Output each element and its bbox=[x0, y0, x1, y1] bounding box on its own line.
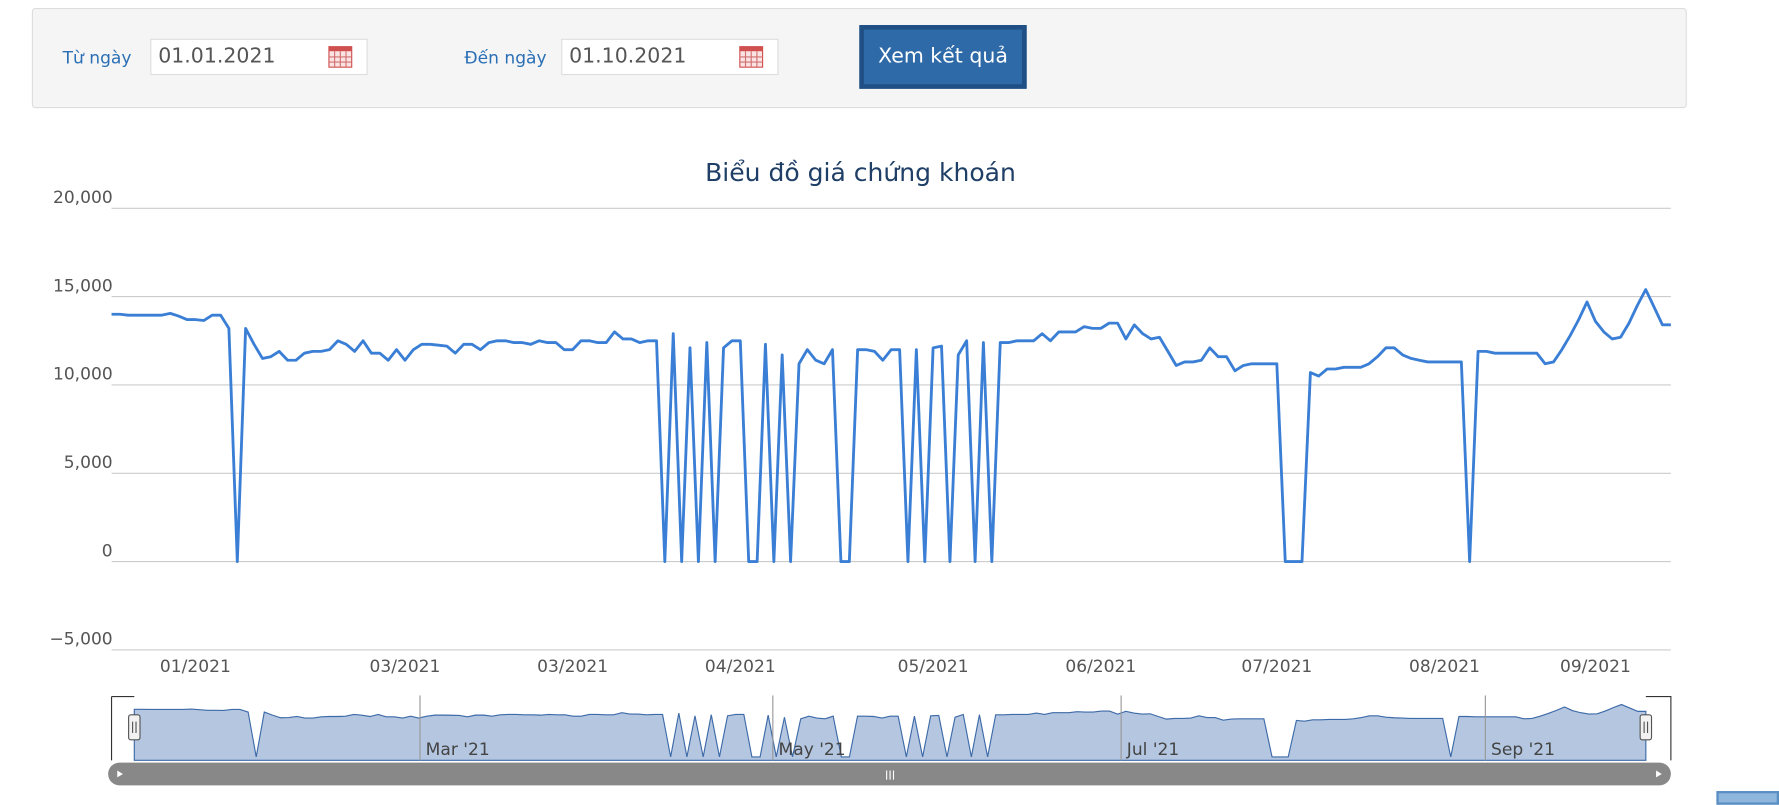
submit-button[interactable]: Xem kết quả bbox=[859, 25, 1027, 89]
calendar-icon[interactable] bbox=[328, 46, 353, 69]
x-tick-label: 06/2021 bbox=[1065, 657, 1136, 677]
navigator-label: Mar '21 bbox=[426, 740, 490, 760]
from-label: Từ ngày bbox=[62, 47, 132, 69]
chart-title: Biểu đồ giá chứng khoán bbox=[705, 158, 1016, 187]
from-value: 01.01.2021 bbox=[158, 44, 276, 69]
navigator-handle[interactable] bbox=[1639, 714, 1653, 741]
handle-grip bbox=[132, 721, 137, 734]
x-tick-label: 08/2021 bbox=[1409, 657, 1480, 677]
x-tick-label: 03/2021 bbox=[537, 657, 608, 677]
corner-button[interactable] bbox=[1716, 791, 1779, 805]
to-input[interactable]: 01.10.2021 bbox=[561, 38, 779, 76]
date-form: Từ ngày 01.01.2021 Đến ngày 01.10.2021 X… bbox=[31, 7, 1687, 109]
navigator-label: May '21 bbox=[779, 740, 846, 760]
navigator-label: Sep '21 bbox=[1491, 740, 1555, 760]
y-tick-label: 20,000 bbox=[53, 188, 113, 208]
chart: Biểu đồ giá chứng khoán −5,000 0 5,000 10,0… bbox=[50, 158, 1672, 786]
calendar-icon[interactable] bbox=[739, 46, 764, 69]
x-tick-label: 05/2021 bbox=[898, 657, 969, 677]
to-label: Đến ngày bbox=[464, 47, 547, 69]
navigator-area bbox=[133, 703, 1647, 761]
from-input[interactable]: 01.01.2021 bbox=[150, 38, 368, 76]
navigator-label: Jul '21 bbox=[1126, 740, 1179, 760]
y-tick-label: 10,000 bbox=[53, 365, 113, 385]
navigator bbox=[108, 696, 1672, 786]
x-tick-label: 03/2021 bbox=[370, 657, 441, 677]
price-line bbox=[111, 288, 1671, 564]
y-tick-label: −5,000 bbox=[50, 630, 113, 650]
y-tick-label: 15,000 bbox=[53, 276, 113, 296]
x-tick-label: 07/2021 bbox=[1241, 657, 1312, 677]
x-tick-label: 09/2021 bbox=[1560, 657, 1631, 677]
to-value: 01.10.2021 bbox=[569, 44, 687, 69]
navigator-handle[interactable] bbox=[128, 714, 141, 741]
x-tick-label: 04/2021 bbox=[705, 657, 776, 677]
x-tick-label: 01/2021 bbox=[160, 657, 231, 677]
y-tick-label: 5,000 bbox=[64, 453, 113, 473]
y-tick-label: 0 bbox=[102, 541, 113, 561]
handle-grip bbox=[1643, 721, 1649, 734]
